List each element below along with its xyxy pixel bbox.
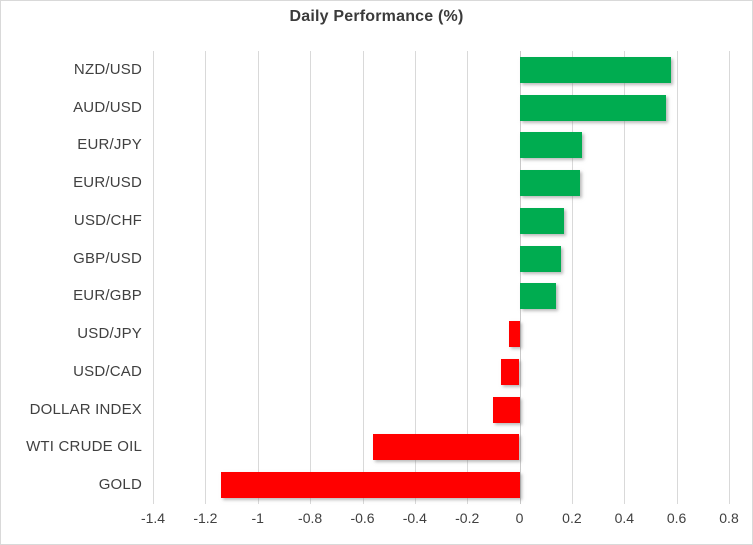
gridline xyxy=(414,51,416,504)
bar-usd-jpy xyxy=(509,321,520,348)
bar-eur-usd xyxy=(519,170,580,197)
x-tick-label: -0.4 xyxy=(402,510,427,526)
category-label: GBP/USD xyxy=(73,249,142,267)
gridline xyxy=(362,51,364,504)
x-tick-label: 0.4 xyxy=(614,510,635,526)
category-label: EUR/GBP xyxy=(73,287,142,305)
zero-axis-line xyxy=(519,51,521,504)
category-label: USD/JPY xyxy=(77,325,142,343)
chart-title: Daily Performance (%) xyxy=(289,8,464,25)
x-tick-label: -1 xyxy=(251,510,264,526)
bar-usd-cad xyxy=(501,358,520,385)
x-tick-label: 0.2 xyxy=(562,510,582,526)
category-label: EUR/USD xyxy=(73,174,142,192)
category-label: EUR/JPY xyxy=(77,136,142,154)
bar-gold xyxy=(221,472,520,499)
bar-usd-chf xyxy=(519,207,564,234)
gridline xyxy=(729,51,730,504)
x-axis-labels: -1.4 -1.2 -1 -0.8 -0.6 -0.4 -0.2 0 0.2 0.4 0.6 0.8 xyxy=(141,510,739,532)
bar-eur-gbp xyxy=(519,283,557,310)
category-label: USD/CAD xyxy=(73,362,142,380)
bar-eur-jpy xyxy=(519,132,583,159)
gridline xyxy=(624,51,626,504)
category-label: WTI CRUDE OIL xyxy=(26,438,142,456)
x-tick-label: -1.4 xyxy=(140,510,166,526)
category-label: GOLD xyxy=(98,476,142,494)
gridline xyxy=(153,51,154,504)
x-tick-label: 0 xyxy=(515,510,524,526)
x-tick-label: -0.6 xyxy=(350,510,375,526)
category-label: AUD/USD xyxy=(73,98,142,116)
bar-dollar-index xyxy=(493,396,520,423)
x-tick-label: -0.8 xyxy=(298,510,323,526)
x-tick-label: 0.6 xyxy=(666,510,687,526)
category-label: USD/CHF xyxy=(73,211,142,229)
bar-aud-usd xyxy=(519,94,667,121)
bar-wti-crude-oil xyxy=(372,434,520,461)
bar-nzd-usd xyxy=(519,56,672,83)
x-tick-label: -1.2 xyxy=(193,510,218,526)
gridline xyxy=(571,51,573,504)
gridline xyxy=(676,51,678,504)
y-axis-labels: NZD/USD AUD/USD EUR/JPY EUR/USD USD/CHF GBP/U… xyxy=(1,51,142,504)
category-label: DOLLAR INDEX xyxy=(29,400,142,418)
gridline xyxy=(310,51,312,504)
plot-area xyxy=(153,51,730,504)
category-label: NZD/USD xyxy=(73,60,142,78)
gridline xyxy=(257,51,259,504)
x-tick-label: -0.2 xyxy=(455,510,480,526)
gridline xyxy=(467,51,469,504)
bar-gbp-usd xyxy=(519,245,562,272)
gridline xyxy=(205,51,207,504)
x-tick-label: 0.8 xyxy=(719,510,739,526)
